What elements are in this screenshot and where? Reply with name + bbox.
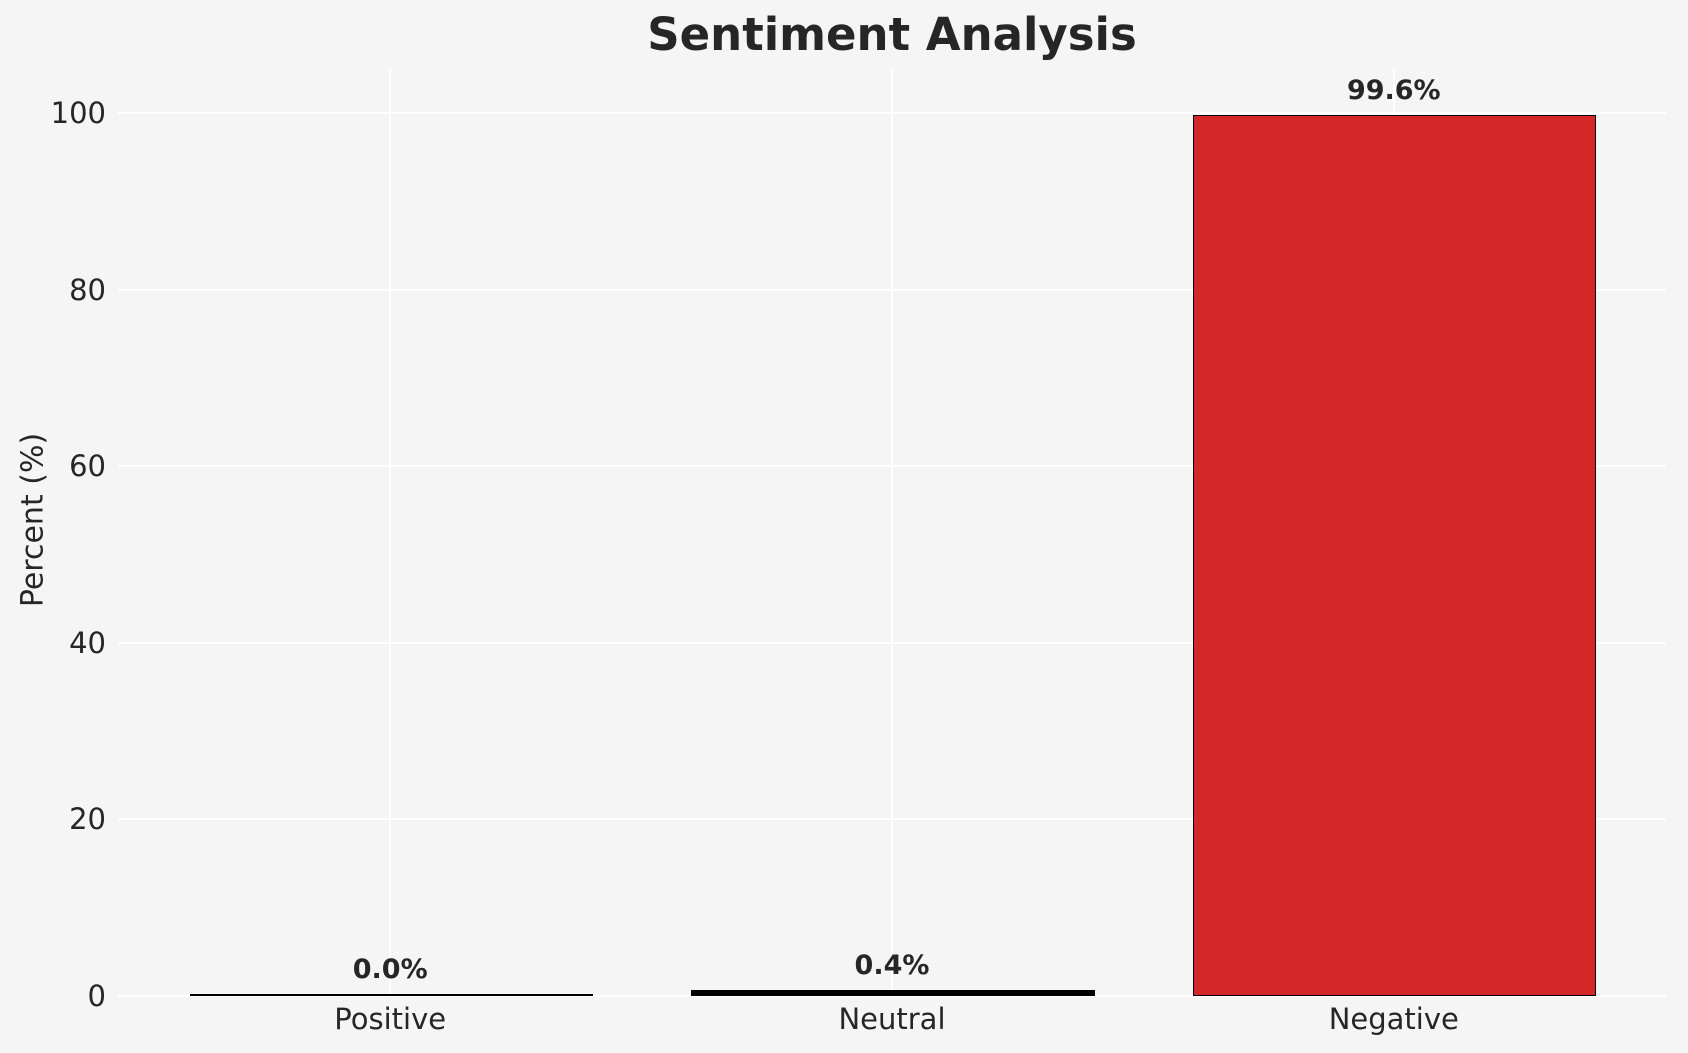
bar-value-label: 99.6% xyxy=(1346,74,1441,106)
chart-title: Sentiment Analysis xyxy=(647,8,1137,61)
gridline-vertical xyxy=(891,69,893,996)
plot-area: 0.0% 0.4% 99.6% xyxy=(118,69,1666,997)
gridline-horizontal xyxy=(118,995,1666,997)
y-tick-label: 80 xyxy=(69,272,106,307)
y-tick-label: 20 xyxy=(69,802,106,837)
y-tick-label: 0 xyxy=(87,979,106,1013)
bar-positive xyxy=(189,994,593,996)
bar-neutral xyxy=(691,990,1095,996)
x-tick-label: Negative xyxy=(1328,1002,1459,1036)
x-tick-label: Positive xyxy=(334,1002,447,1036)
bar-value-label: 0.0% xyxy=(352,954,428,985)
bar-negative xyxy=(1193,114,1597,996)
gridline-vertical xyxy=(389,69,392,996)
bar-value-label: 0.4% xyxy=(854,950,930,982)
y-tick-label: 40 xyxy=(69,625,106,660)
x-tick-label: Neutral xyxy=(838,1002,946,1036)
y-tick-label: 100 xyxy=(50,96,106,131)
y-tick-label: 60 xyxy=(69,449,106,484)
